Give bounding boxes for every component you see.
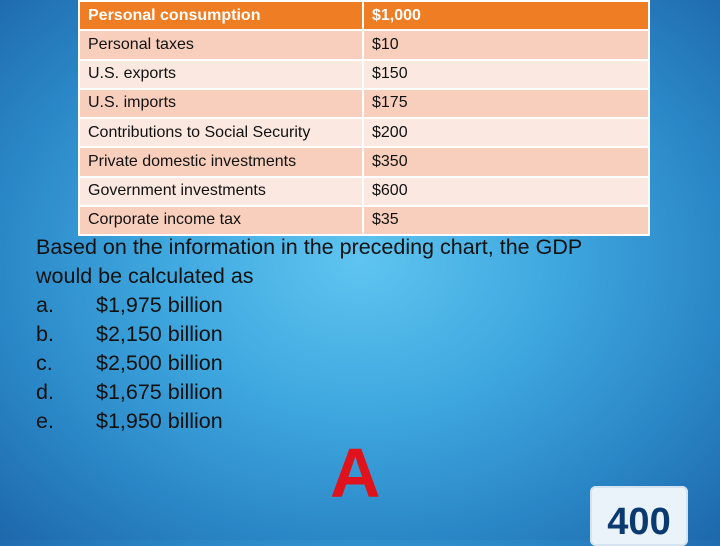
- answer-option-c: c. $2,500 billion: [36, 349, 676, 378]
- row-label: Contributions to Social Security: [78, 116, 364, 149]
- answer-option-d: d. $1,675 billion: [36, 378, 676, 407]
- table-row: U.S. imports $175: [78, 87, 650, 120]
- option-letter: b.: [36, 322, 54, 346]
- table-row: Corporate income tax $35: [78, 204, 650, 237]
- table-row: Private domestic investments $350: [78, 146, 650, 178]
- points-label: 400: [607, 501, 671, 543]
- row-label: Government investments: [78, 175, 364, 207]
- table-row: U.S. exports $150: [78, 58, 650, 90]
- option-text: $2,150 billion: [96, 322, 223, 346]
- option-text: $1,675 billion: [96, 380, 223, 404]
- correct-answer-letter: A: [330, 434, 381, 512]
- option-text: $1,975 billion: [96, 293, 223, 317]
- table-row: Contributions to Social Security $200: [78, 116, 650, 149]
- row-value: $600: [362, 175, 650, 207]
- question-text-line-2: would be calculated as: [36, 264, 254, 288]
- option-text: $1,950 billion: [96, 409, 223, 433]
- row-value: $150: [362, 58, 650, 90]
- row-value: $1,000: [362, 0, 650, 32]
- row-label: U.S. exports: [78, 58, 364, 90]
- option-letter: e.: [36, 409, 54, 433]
- row-label: Personal consumption: [78, 0, 364, 32]
- option-letter: c.: [36, 351, 53, 375]
- question-text-line-1: Based on the information in the precedin…: [36, 235, 583, 259]
- question-block: Based on the information in the precedin…: [36, 233, 676, 436]
- answer-option-b: b. $2,150 billion: [36, 320, 676, 349]
- row-value: $200: [362, 116, 650, 149]
- table-row: Government investments $600: [78, 175, 650, 207]
- row-label: Corporate income tax: [78, 204, 364, 237]
- points-value-button[interactable]: 400: [590, 486, 688, 546]
- option-letter: a.: [36, 293, 54, 317]
- option-letter: d.: [36, 380, 54, 404]
- answer-option-a: a. $1,975 billion: [36, 291, 676, 320]
- row-value: $350: [362, 146, 650, 178]
- option-text: $2,500 billion: [96, 351, 223, 375]
- data-table-container: Personal consumption $1,000 Personal tax…: [78, 0, 650, 237]
- row-label: Private domestic investments: [78, 146, 364, 178]
- row-label: Personal taxes: [78, 29, 364, 61]
- table-row: Personal consumption $1,000: [78, 0, 650, 32]
- row-value: $35: [362, 204, 650, 237]
- row-value: $10: [362, 29, 650, 61]
- row-label: U.S. imports: [78, 87, 364, 120]
- economic-data-table: Personal consumption $1,000 Personal tax…: [78, 0, 650, 237]
- row-value: $175: [362, 87, 650, 120]
- answer-option-e: e. $1,950 billion: [36, 407, 676, 436]
- table-row: Personal taxes $10: [78, 29, 650, 61]
